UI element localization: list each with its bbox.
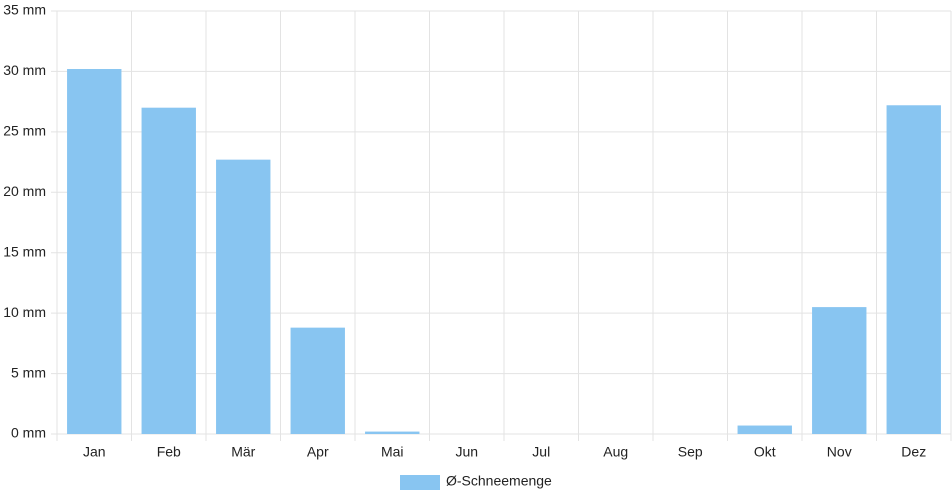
bar[interactable]	[216, 159, 271, 434]
x-tick-label: Okt	[754, 444, 776, 460]
x-tick-label: Dez	[901, 444, 926, 460]
x-tick-label: Mär	[231, 444, 255, 460]
y-tick-label: 0 mm	[11, 425, 46, 441]
bar[interactable]	[737, 425, 792, 434]
x-tick-label: Jul	[532, 444, 550, 460]
x-tick-label: Apr	[307, 444, 329, 460]
bar[interactable]	[365, 431, 420, 434]
x-tick-label: Feb	[157, 444, 181, 460]
bar[interactable]	[67, 69, 122, 435]
y-tick-label: 5 mm	[11, 364, 46, 380]
bar[interactable]	[812, 307, 867, 434]
bar[interactable]	[141, 107, 196, 434]
y-tick-label: 25 mm	[3, 123, 46, 139]
legend-swatch[interactable]	[400, 475, 440, 490]
y-tick-label: 15 mm	[3, 243, 46, 259]
x-tick-label: Mai	[381, 444, 404, 460]
x-tick-label: Aug	[603, 444, 628, 460]
x-tick-label: Jun	[455, 444, 478, 460]
bar[interactable]	[290, 327, 345, 434]
x-tick-label: Sep	[678, 444, 703, 460]
x-tick-label: Nov	[827, 444, 852, 460]
x-tick-label: Jan	[83, 444, 106, 460]
y-tick-label: 20 mm	[3, 183, 46, 199]
y-tick-label: 10 mm	[3, 304, 46, 320]
legend-label[interactable]: Ø-Schneemenge	[446, 473, 552, 489]
y-tick-label: 35 mm	[3, 2, 46, 18]
y-tick-label: 30 mm	[3, 62, 46, 78]
bar[interactable]	[886, 105, 941, 435]
